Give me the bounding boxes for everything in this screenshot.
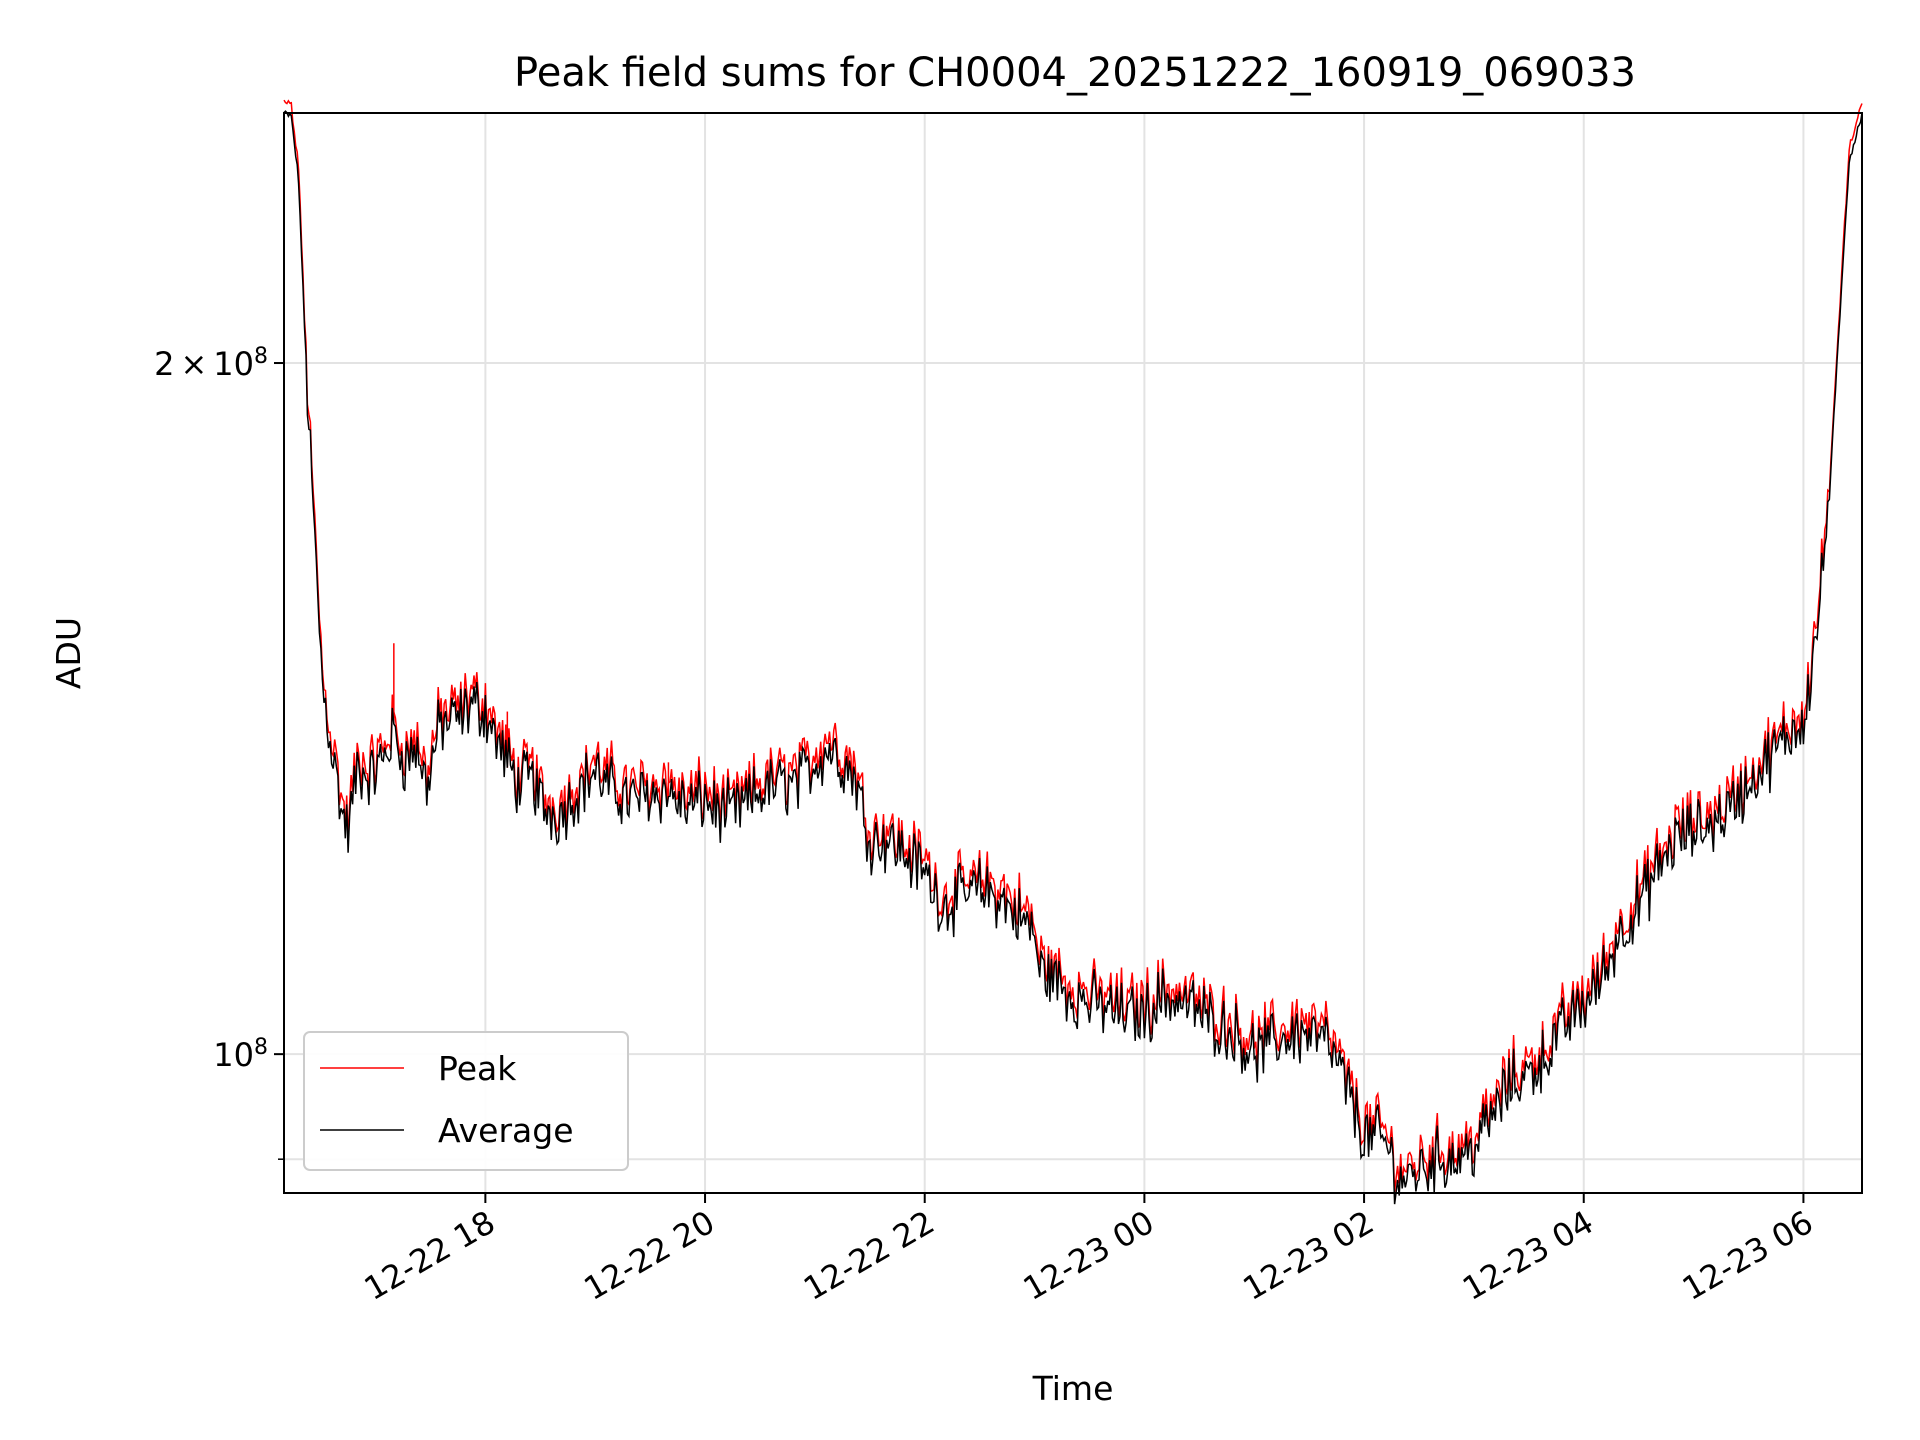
y-tick-label: 108 xyxy=(213,1035,268,1075)
x-axis-label: Time xyxy=(1032,1369,1114,1408)
y-tick-label: 2 × 108 xyxy=(154,344,268,384)
legend-label-average: Average xyxy=(438,1111,574,1150)
legend: Peak Average xyxy=(303,1031,629,1171)
y-tick-label-part: 2 xyxy=(154,345,174,383)
legend-label-peak: Peak xyxy=(438,1049,517,1088)
legend-box xyxy=(303,1031,629,1171)
chart-title: Peak field sums for CH0004_20251222_1609… xyxy=(514,50,1636,96)
plot-frame xyxy=(283,112,1863,1194)
plot-series xyxy=(283,99,1863,1205)
y-axis-label: ADU xyxy=(49,617,88,689)
series-line-average xyxy=(283,110,1863,1205)
y-tick-label-part: 10 xyxy=(213,345,254,383)
y-tick-label-part: 8 xyxy=(254,344,268,369)
grid-lines xyxy=(284,113,1862,1193)
y-tick-label-part: 10 xyxy=(213,1036,254,1074)
y-tick-label-part: × xyxy=(180,345,207,383)
y-tick-label-part: 8 xyxy=(254,1035,268,1060)
